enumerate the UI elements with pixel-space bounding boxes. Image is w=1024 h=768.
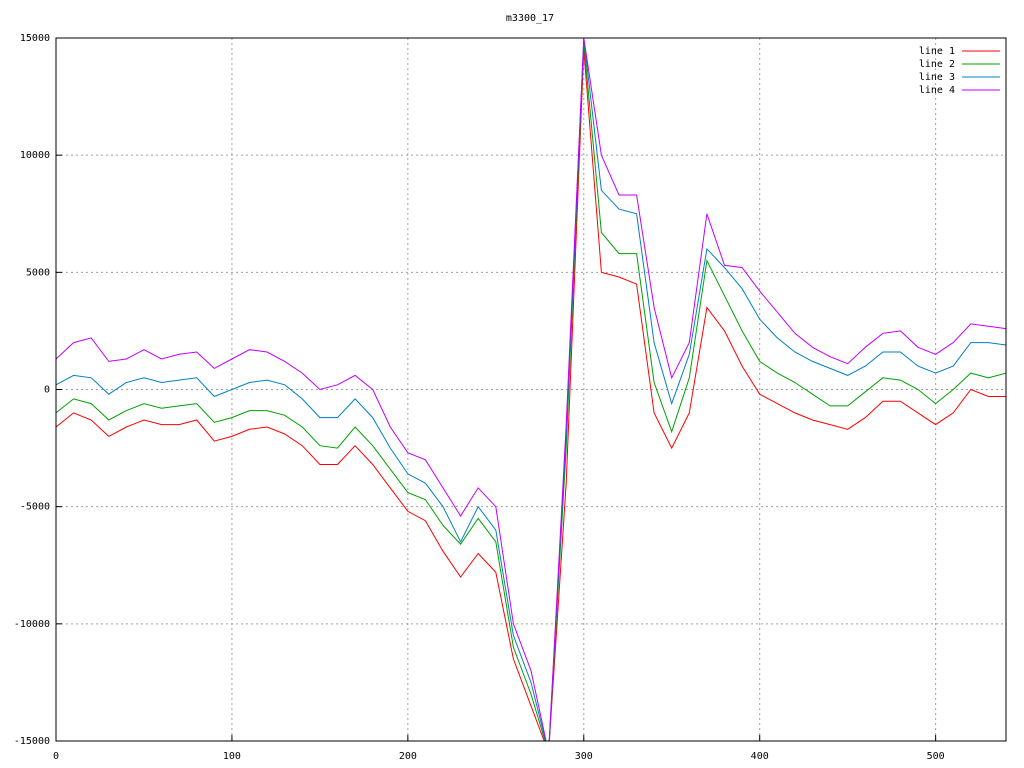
data-line [56, 38, 1006, 741]
x-tick-label: 0 [53, 751, 59, 762]
x-tick-label: 500 [927, 751, 945, 762]
y-tick-label: 10000 [20, 150, 50, 161]
legend-label: line 4 [919, 85, 955, 96]
y-tick-label: 0 [44, 385, 50, 396]
legend-label: line 3 [919, 72, 955, 83]
legend-label: line 1 [919, 46, 955, 57]
y-tick-label: 15000 [20, 33, 50, 44]
legend-label: line 2 [919, 59, 955, 70]
y-tick-label: 5000 [26, 267, 50, 278]
chart-title: m3300_17 [506, 13, 554, 24]
x-tick-label: 300 [575, 751, 593, 762]
data-line [56, 42, 1006, 741]
y-tick-label: -15000 [14, 736, 50, 747]
x-tick-label: 100 [223, 751, 241, 762]
plot-area [56, 38, 1006, 741]
y-tick-label: -5000 [20, 502, 50, 513]
data-line [56, 38, 1006, 741]
grid [55, 37, 1006, 742]
x-tick-label: 200 [399, 751, 417, 762]
y-tick-label: -10000 [14, 619, 50, 630]
data-line [56, 49, 1006, 741]
x-tick-label: 400 [751, 751, 769, 762]
